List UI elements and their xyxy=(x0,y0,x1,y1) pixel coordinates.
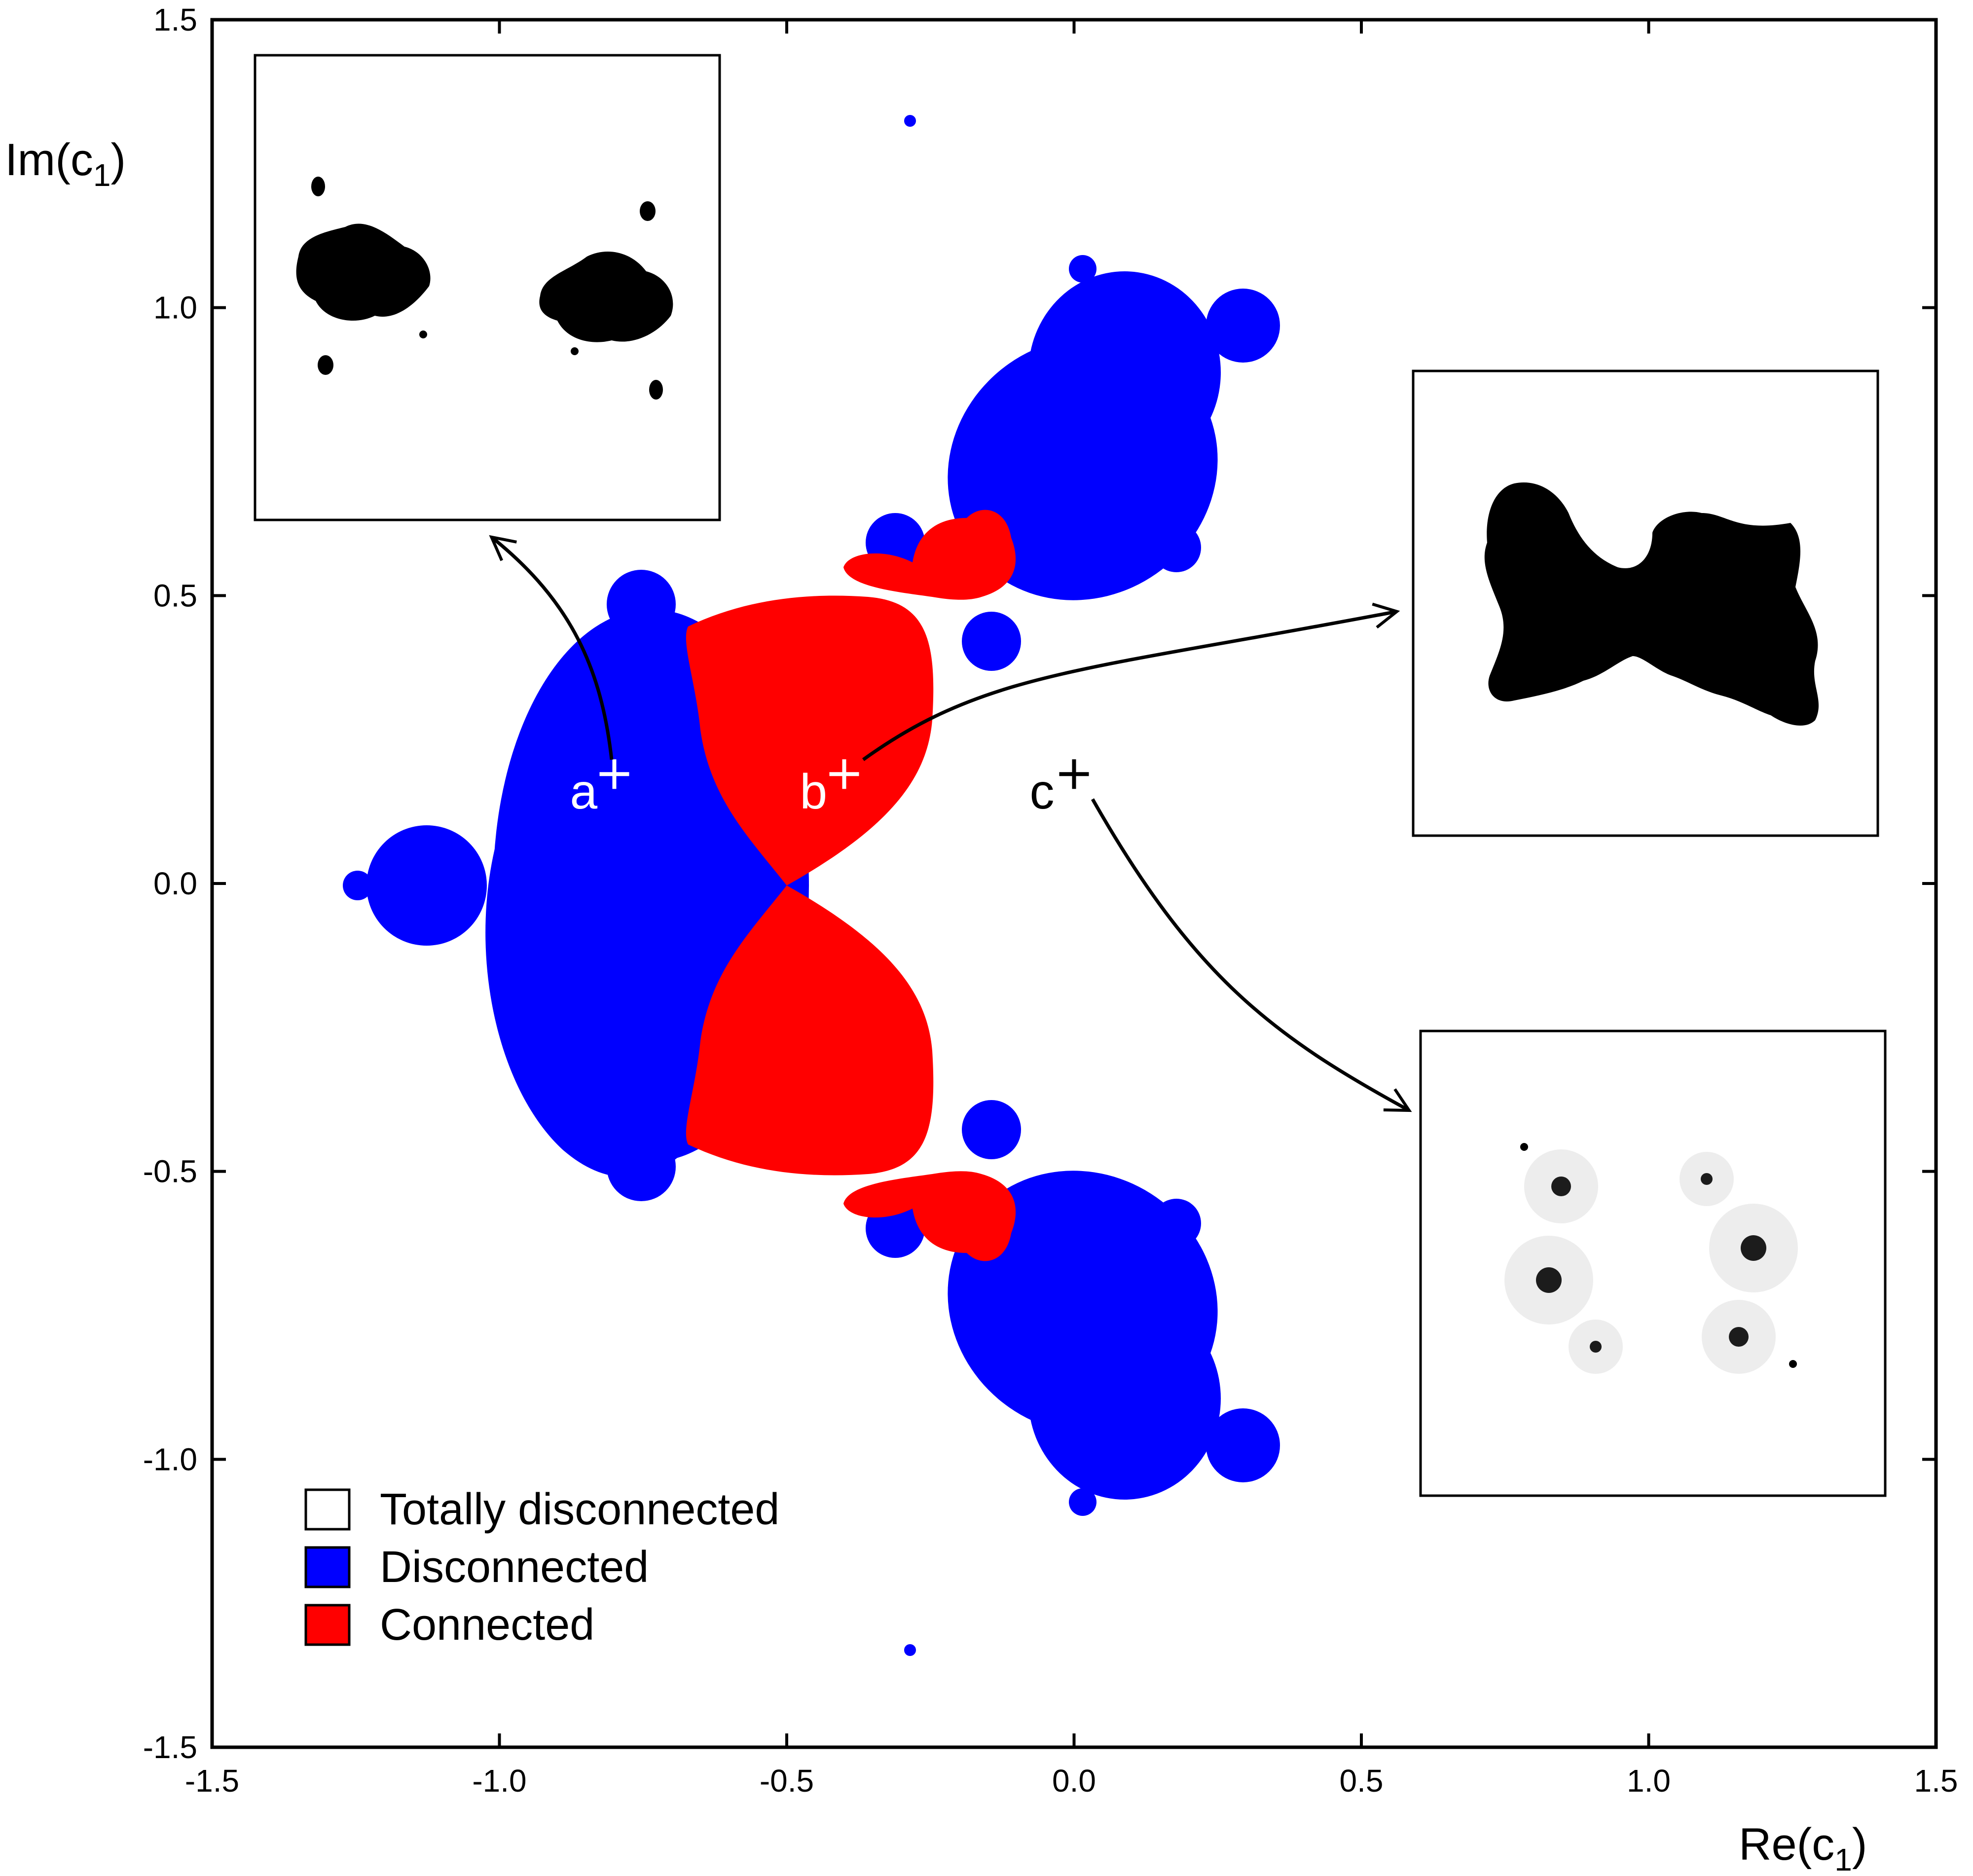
x-axis-ticks: -1.5 -1.0 -0.5 0.0 0.5 1.0 1.5 xyxy=(185,20,1958,1799)
y-tick-label: 1.5 xyxy=(153,2,197,37)
legend-item: Disconnected xyxy=(304,1543,649,1592)
x-tick-label: -0.5 xyxy=(760,1763,814,1799)
legend: Totally disconnected Disconnected Connecte… xyxy=(304,1485,779,1650)
point-a: a xyxy=(570,759,629,819)
x-tick-label: 0.5 xyxy=(1340,1763,1384,1799)
legend-swatch xyxy=(304,1546,351,1588)
legend-swatch xyxy=(304,1604,351,1646)
connected-lower-butterfly xyxy=(843,1171,1016,1261)
disconnected-upper-bulb-3 xyxy=(1069,255,1096,283)
point-label: b xyxy=(800,764,828,819)
y-tick-label: 0.0 xyxy=(153,866,197,901)
legend-label: Totally disconnected xyxy=(380,1485,779,1534)
y-tick-label: 1.0 xyxy=(153,290,197,326)
x-tick-label: 1.0 xyxy=(1627,1763,1671,1799)
arrow-c-to-inset xyxy=(1091,798,1412,1112)
x-tick-label: 0.0 xyxy=(1052,1763,1096,1799)
inset-c-dust-halo xyxy=(1504,1149,1798,1374)
y-tick-label: -1.0 xyxy=(143,1441,197,1477)
disconnected-left-bulb xyxy=(366,825,487,946)
disconnected-upper-bulb-4 xyxy=(607,570,676,639)
inset-a-speck xyxy=(311,177,325,196)
disconnected-upper-bulb xyxy=(1206,289,1280,363)
disconnected-upper-bulb-6 xyxy=(962,612,1021,671)
legend-label: Connected xyxy=(380,1600,594,1650)
inset-a-speck xyxy=(571,347,579,355)
inset-b-julia-set xyxy=(1484,482,1819,726)
legend-item: Totally disconnected xyxy=(304,1485,779,1534)
y-axis-title: Im(c1) xyxy=(5,135,126,193)
legend-item: Connected xyxy=(304,1600,594,1650)
disconnected-lower-bulb xyxy=(1206,1408,1280,1482)
connected-upper-butterfly xyxy=(843,510,1016,600)
fractal-region xyxy=(343,115,1280,1656)
disconnected-lower-lobe-2 xyxy=(1028,1297,1221,1500)
inset-a-speck xyxy=(649,380,663,400)
y-tick-label: 0.5 xyxy=(153,578,197,613)
y-tick-label: -0.5 xyxy=(143,1154,197,1189)
inset-b xyxy=(1412,369,1879,837)
arrow-a-to-inset xyxy=(489,535,614,760)
x-axis-title: Re(c1) xyxy=(1739,1819,1867,1876)
disconnected-lower-bulb-6 xyxy=(962,1100,1021,1159)
inset-a-speck xyxy=(419,331,427,338)
disconnected-lower-bulb-4 xyxy=(607,1132,676,1201)
inset-c xyxy=(1419,1030,1887,1497)
disconnected-lower-bulb-2 xyxy=(1152,1199,1201,1248)
disconnected-upper-bulb-2 xyxy=(1152,523,1201,572)
inset-a-speck xyxy=(318,355,333,375)
x-tick-label: -1.5 xyxy=(185,1763,239,1799)
arrow-b-to-inset xyxy=(862,602,1400,761)
inset-c-dust xyxy=(1520,1143,1797,1368)
marked-points: a b c xyxy=(570,759,1089,819)
x-tick-label: -1.0 xyxy=(472,1763,526,1799)
point-label: a xyxy=(570,764,598,819)
x-tick-label: 1.5 xyxy=(1914,1763,1958,1799)
connected-upper-region xyxy=(686,595,934,885)
y-tick-label: -1.5 xyxy=(143,1729,197,1765)
isolated-speck xyxy=(904,115,916,127)
point-c: c xyxy=(1030,759,1089,819)
legend-swatch xyxy=(304,1488,351,1531)
disconnected-lower-bulb-3 xyxy=(1069,1488,1096,1516)
inset-a-component-left xyxy=(296,223,431,321)
inset-a-component-right xyxy=(539,252,673,342)
connected-lower-region xyxy=(686,885,934,1176)
disconnected-left-minibulb xyxy=(343,871,372,900)
inset-a-speck xyxy=(640,201,656,221)
point-label: c xyxy=(1030,764,1055,819)
y-axis-ticks: -1.5 -1.0 -0.5 0.0 0.5 1.0 1.5 xyxy=(143,2,1936,1765)
inset-c-frame xyxy=(1419,1030,1887,1497)
point-b: b xyxy=(800,759,859,819)
isolated-speck xyxy=(904,1644,916,1656)
disconnected-upper-lobe-2 xyxy=(1028,271,1221,474)
legend-label: Disconnected xyxy=(380,1543,649,1592)
inset-a xyxy=(254,54,721,521)
